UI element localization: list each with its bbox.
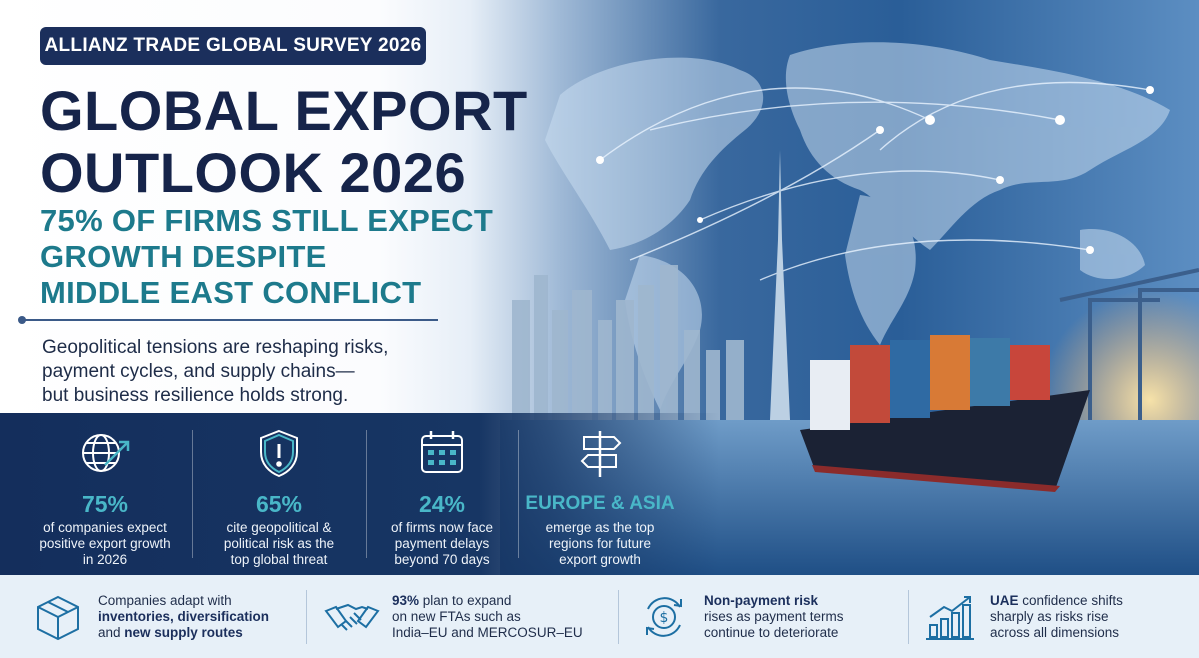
- bar-growth-icon: [920, 587, 980, 647]
- stat-description: emerge as the top regions for future exp…: [546, 520, 655, 568]
- stat-card-regions: EUROPE & ASIA emerge as the top regions …: [520, 413, 680, 575]
- stat-desc-line: beyond 70 days: [394, 552, 490, 567]
- trade-routes: [599, 81, 1151, 281]
- insight-text: Non-payment risk rises as payment terms …: [704, 593, 844, 641]
- survey-badge: ALLIANZ TRADE GLOBAL SURVEY 2026: [40, 27, 426, 65]
- stat-value: EUROPE & ASIA: [525, 493, 675, 514]
- stat-desc-line: regions for future: [548, 536, 652, 551]
- insight-separator: [618, 590, 619, 644]
- stat-value: 24%: [418, 491, 466, 517]
- calendar-icon: [412, 425, 472, 481]
- handshake-icon: [322, 587, 382, 647]
- stat-value: 75%: [81, 491, 129, 517]
- page-title: GLOBAL EXPORT OUTLOOK 2026: [40, 80, 560, 204]
- box-icon: [28, 587, 88, 647]
- insight-text: Companies adapt with inventories, divers…: [98, 593, 269, 641]
- insight-line: across all dimensions: [990, 624, 1120, 640]
- insight-bold: Non-payment risk: [704, 592, 819, 608]
- insight-line: rises as payment terms: [704, 608, 844, 624]
- tagline-line: payment cycles, and supply chains—: [42, 361, 355, 382]
- stat-description: of firms now face payment delays beyond …: [391, 520, 493, 568]
- dollar-cycle-icon: $: [634, 587, 694, 647]
- stat-desc-line: export growth: [559, 552, 641, 567]
- subtitle-line: 75% OF FIRMS STILL EXPECT: [40, 203, 494, 238]
- port-cranes: [1059, 268, 1199, 420]
- tagline: Geopolitical tensions are reshaping risk…: [42, 336, 442, 408]
- city-skyline: [512, 265, 744, 420]
- insight-bold: 93%: [392, 592, 420, 608]
- signpost-icon: [570, 425, 630, 481]
- stat-card-payment-delays: 24% of firms now face payment delays bey…: [368, 413, 516, 575]
- insight-line: continue to deteriorate: [704, 624, 839, 640]
- stat-desc-line: in 2026: [82, 552, 128, 567]
- title-line: OUTLOOK 2026: [40, 141, 467, 204]
- insight-separator: [306, 590, 307, 644]
- insight-text: 93% plan to expand on new FTAs such as I…: [392, 593, 583, 641]
- insight-line: confidence shifts: [1018, 592, 1123, 608]
- header-divider: [18, 316, 438, 324]
- stat-separator: [366, 430, 367, 558]
- svg-text:$: $: [660, 610, 669, 626]
- insight-separator: [908, 590, 909, 644]
- stat-description: cite geopolitical & political risk as th…: [224, 520, 334, 568]
- insight-line: India–EU and MERCOSUR–EU: [392, 624, 583, 640]
- stat-card-geopolitical-risk: 65% cite geopolitical & political risk a…: [194, 413, 364, 575]
- stat-value: 65%: [255, 491, 303, 517]
- subtitle-line: MIDDLE EAST CONFLICT: [40, 275, 422, 310]
- stat-desc-line: political risk as the: [223, 536, 335, 551]
- globe-growth-icon: [75, 425, 135, 481]
- stat-desc-line: top global threat: [230, 552, 328, 567]
- stat-separator: [192, 430, 193, 558]
- tall-tower: [770, 150, 790, 420]
- subtitle-line: GROWTH DESPITE: [40, 239, 327, 274]
- stat-desc-line: cite geopolitical &: [226, 520, 332, 535]
- insight-line: on new FTAs such as: [392, 608, 521, 624]
- headline-subtitle: 75% OF FIRMS STILL EXPECT GROWTH DESPITE…: [40, 203, 540, 311]
- insight-line: plan to expand: [419, 592, 512, 608]
- stat-desc-line: emerge as the top: [545, 520, 655, 535]
- stat-desc-line: of firms now face: [390, 520, 494, 535]
- insight-bold: new supply routes: [124, 624, 243, 640]
- insight-bold: inventories, diversification: [98, 608, 270, 624]
- bottom-strip: [0, 575, 1199, 658]
- insight-supply-chain: Companies adapt with inventories, divers…: [28, 575, 298, 658]
- shield-alert-icon: [249, 425, 309, 481]
- title-line: GLOBAL EXPORT: [40, 79, 528, 142]
- stat-card-export-growth: 75% of companies expect positive export …: [20, 413, 190, 575]
- insight-line: and: [98, 624, 125, 640]
- insight-fta: 93% plan to expand on new FTAs such as I…: [322, 575, 612, 658]
- insight-line: sharply as risks rise: [990, 608, 1109, 624]
- insight-text: UAE confidence shifts sharply as risks r…: [990, 593, 1123, 641]
- tagline-line: but business resilience holds strong.: [42, 385, 349, 406]
- insight-uae: UAE confidence shifts sharply as risks r…: [920, 575, 1190, 658]
- route-nodes: [596, 86, 1154, 254]
- tagline-line: Geopolitical tensions are reshaping risk…: [42, 337, 389, 358]
- insight-bold: UAE: [990, 592, 1019, 608]
- stat-desc-line: of companies expect: [43, 520, 167, 535]
- insight-line: Companies adapt with: [98, 592, 232, 608]
- stat-desc-line: positive export growth: [39, 536, 171, 551]
- stat-separator: [518, 430, 519, 558]
- stat-desc-line: payment delays: [394, 536, 490, 551]
- stat-description: of companies expect positive export grow…: [39, 520, 170, 568]
- insight-non-payment: $ Non-payment risk rises as payment term…: [634, 575, 904, 658]
